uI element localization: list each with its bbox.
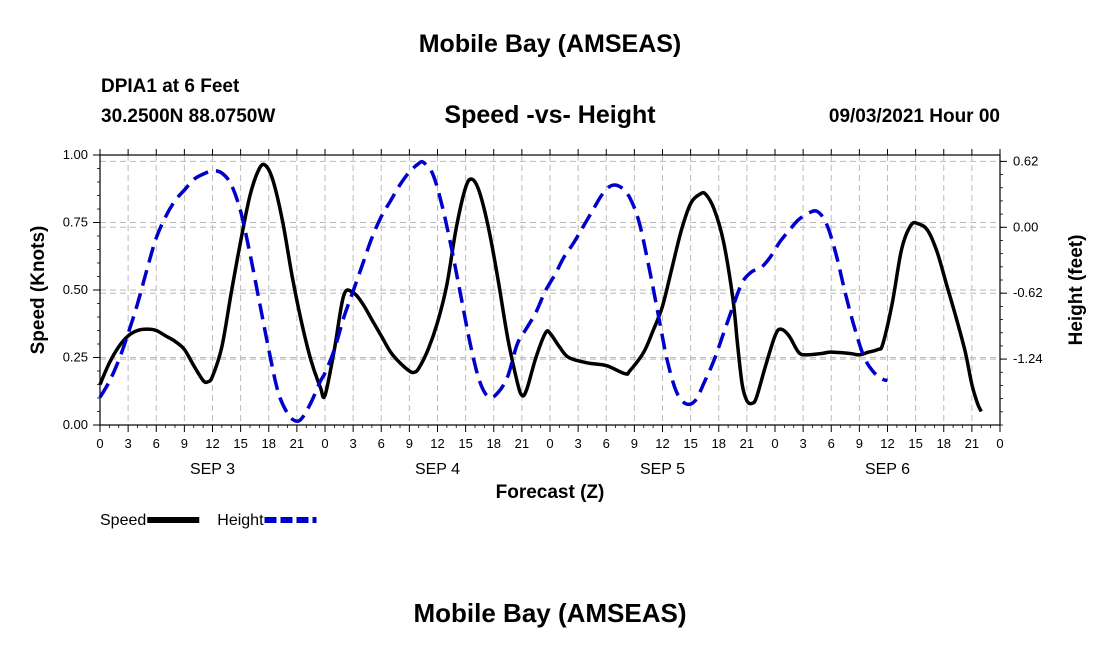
y2-axis-label: Height (feet) xyxy=(1066,235,1087,346)
x-tick-label: 21 xyxy=(515,436,529,451)
x-tick-label: 3 xyxy=(350,436,357,451)
x-tick-label: 9 xyxy=(631,436,638,451)
plot-title: Speed -vs- Height xyxy=(444,101,656,129)
x-tick-label: 6 xyxy=(378,436,385,451)
day-label: SEP 5 xyxy=(640,461,685,478)
x-tick-label: 6 xyxy=(153,436,160,451)
y-tick-label: 0.50 xyxy=(63,282,88,297)
y-tick-label: 1.00 xyxy=(63,147,88,162)
x-tick-label: 0 xyxy=(771,436,778,451)
x-tick-label: 3 xyxy=(125,436,132,451)
y2-tick-label: -1.24 xyxy=(1013,351,1043,366)
x-tick-label: 21 xyxy=(965,436,979,451)
x-tick-label: 12 xyxy=(655,436,669,451)
x-tick-label: 0 xyxy=(996,436,1003,451)
x-tick-label: 12 xyxy=(430,436,444,451)
x-tick-label: 9 xyxy=(181,436,188,451)
x-tick-label: 18 xyxy=(937,436,951,451)
x-tick-label: 18 xyxy=(262,436,276,451)
x-tick-label: 12 xyxy=(880,436,894,451)
y2-tick-label: 0.62 xyxy=(1013,153,1038,168)
x-tick-label: 9 xyxy=(856,436,863,451)
x-tick-label: 0 xyxy=(96,436,103,451)
footer-title: Mobile Bay (AMSEAS) xyxy=(413,598,687,628)
chart-title: Mobile Bay (AMSEAS) xyxy=(418,30,682,58)
station-coords: 30.2500N 88.0750W xyxy=(101,106,276,127)
legend-label: Speed xyxy=(100,512,146,529)
x-tick-label: 15 xyxy=(908,436,922,451)
day-label: SEP 3 xyxy=(190,461,235,478)
y-tick-label: 0.00 xyxy=(63,417,88,432)
x-axis-label: Forecast (Z) xyxy=(495,482,605,503)
x-tick-label: 15 xyxy=(683,436,697,451)
y-tick-label: 0.75 xyxy=(63,215,88,230)
x-tick-label: 12 xyxy=(205,436,219,451)
station-label: DPIA1 at 6 Feet xyxy=(101,76,240,97)
series-line-height xyxy=(98,159,888,424)
x-tick-label: 18 xyxy=(487,436,501,451)
y2-tick-label: -0.62 xyxy=(1013,285,1043,300)
day-label: SEP 4 xyxy=(415,461,460,478)
y-tick-label: 0.25 xyxy=(63,350,88,365)
x-tick-label: 3 xyxy=(575,436,582,451)
x-tick-label: 3 xyxy=(800,436,807,451)
legend-label: Height xyxy=(217,512,264,529)
day-label: SEP 6 xyxy=(865,461,910,478)
x-tick-label: 21 xyxy=(290,436,304,451)
forecast-datetime: 09/03/2021 Hour 00 xyxy=(828,106,1000,127)
x-tick-label: 6 xyxy=(603,436,610,451)
y-axis-label: Speed (Knots) xyxy=(28,226,49,355)
x-tick-label: 0 xyxy=(321,436,328,451)
x-tick-label: 9 xyxy=(406,436,413,451)
y2-tick-label: 0.00 xyxy=(1013,219,1038,234)
x-tick-label: 15 xyxy=(458,436,472,451)
series-line-speed xyxy=(98,162,983,413)
x-tick-label: 6 xyxy=(828,436,835,451)
x-tick-label: 18 xyxy=(712,436,726,451)
x-tick-label: 21 xyxy=(740,436,754,451)
x-tick-label: 15 xyxy=(233,436,247,451)
x-tick-label: 0 xyxy=(546,436,553,451)
